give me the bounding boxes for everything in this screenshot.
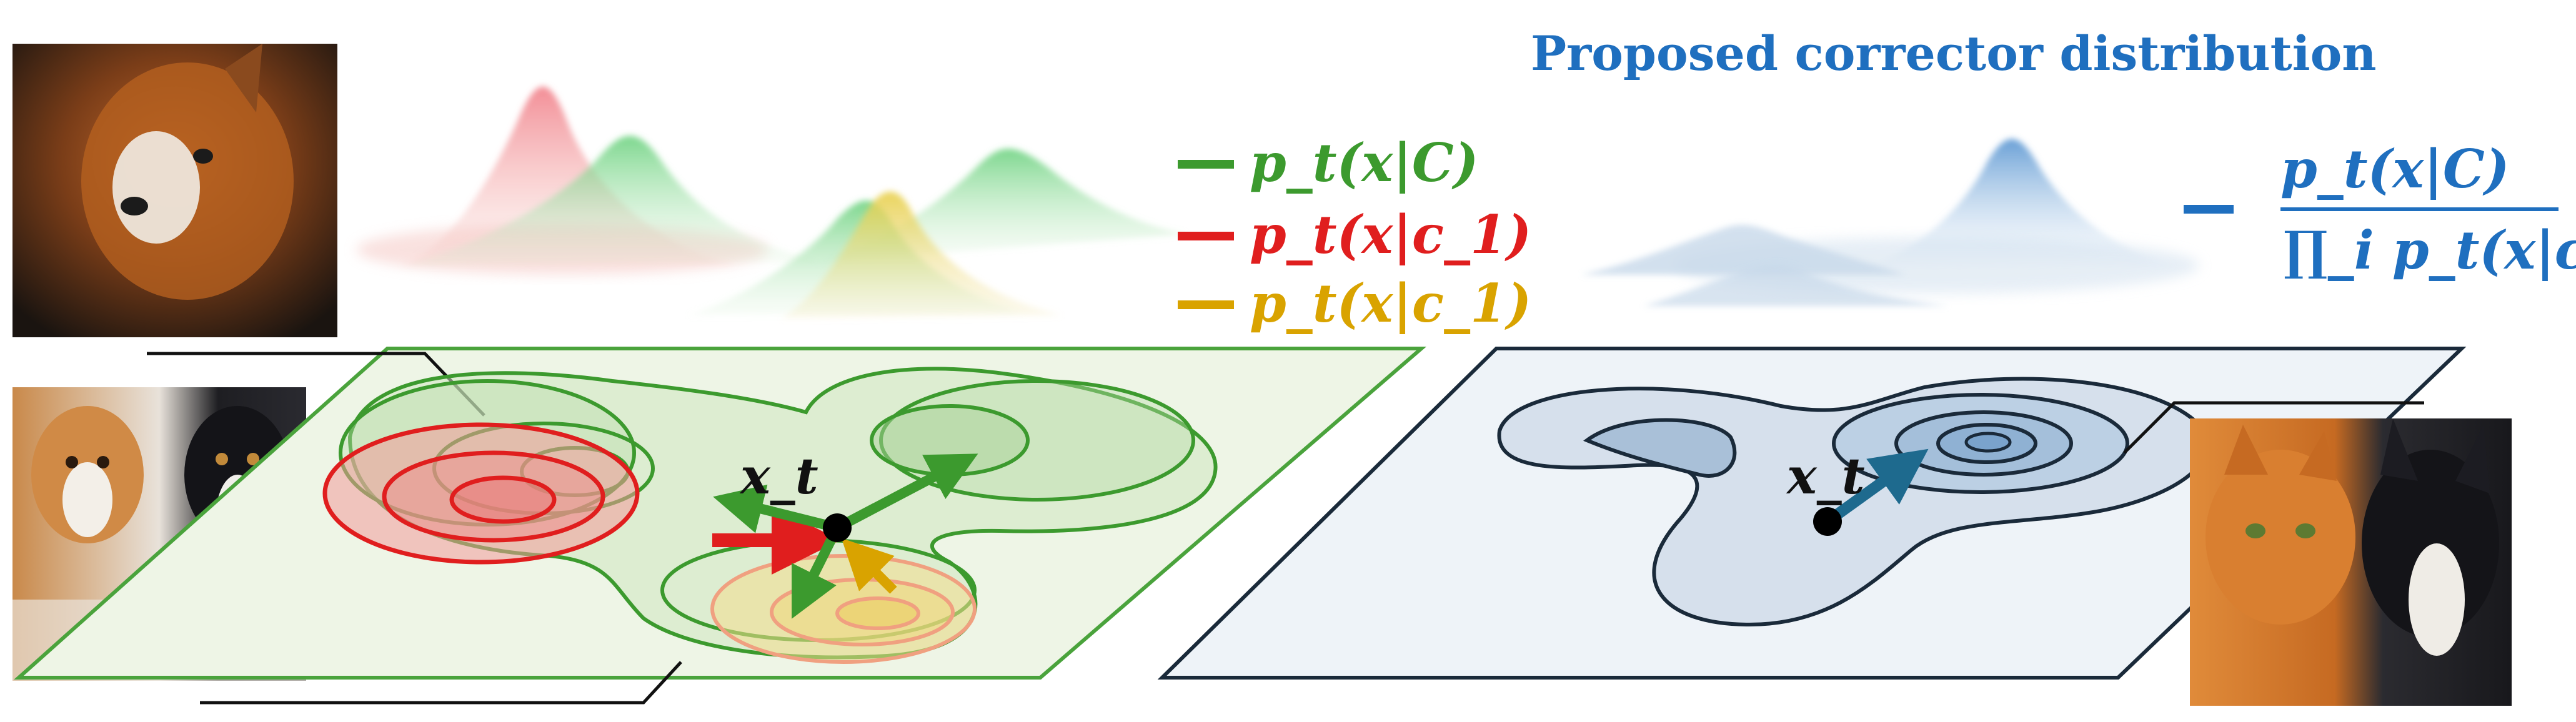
yellow-component-contours [710, 554, 977, 664]
legend-item-2: p_t(x|c_1) [1178, 204, 1531, 266]
legend-label-1: p_t(x|C) [1250, 132, 1479, 194]
arrow-yellow [841, 538, 897, 594]
point-label-left: x_t [739, 447, 818, 505]
legend-label-3: p_t(x|c_1) [1250, 272, 1531, 335]
corrector-formula: p_t(x|C) ∏_i p_t(x|c_i) [2184, 138, 2576, 282]
point-right [1813, 507, 1842, 536]
legend-item-1: p_t(x|C) [1178, 132, 1479, 194]
point-label-right: x_t [1786, 447, 1865, 505]
arrow-green-2 [835, 453, 978, 533]
cat-and-dog-photo [2190, 418, 2512, 706]
formula-numerator: p_t(x|C) [2280, 138, 2510, 200]
cat-dog-portrait-photo [12, 44, 337, 337]
arrow-green-1 [713, 484, 838, 533]
formula-denominator: ∏_i p_t(x|c_i) [2284, 219, 2576, 282]
legend: p_t(x|C) p_t(x|c_1) p_t(x|c_1) [1178, 132, 1531, 335]
right-connector-line [2123, 401, 2424, 454]
legend-item-3: p_t(x|c_1) [1178, 272, 1531, 335]
arrow-blue [1824, 448, 1929, 527]
legend-label-2: p_t(x|c_1) [1250, 204, 1531, 266]
diagram-title: Proposed corrector distribution [1531, 26, 2377, 81]
point-left [823, 513, 852, 542]
red-component-contours [322, 422, 640, 565]
component-distribution-curves [356, 86, 1187, 319]
corrector-distribution-curves [1581, 139, 2199, 306]
